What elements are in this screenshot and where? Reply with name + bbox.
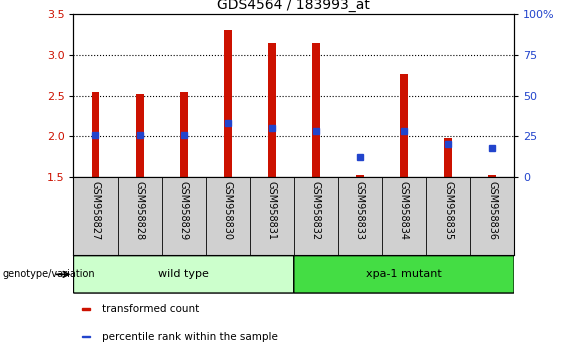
Text: genotype/variation: genotype/variation — [3, 269, 95, 279]
Text: xpa-1 mutant: xpa-1 mutant — [366, 269, 442, 279]
Text: GSM958831: GSM958831 — [267, 181, 277, 240]
Bar — [268, 43, 276, 177]
Bar — [180, 92, 188, 177]
Bar — [356, 175, 364, 177]
Bar — [82, 336, 90, 337]
Bar — [224, 30, 232, 177]
Text: GSM958829: GSM958829 — [179, 181, 189, 240]
Bar — [82, 308, 90, 310]
Bar — [488, 175, 496, 177]
Bar — [136, 94, 144, 177]
Text: GSM958827: GSM958827 — [90, 181, 101, 240]
Text: GSM958834: GSM958834 — [399, 181, 409, 240]
Text: GSM958832: GSM958832 — [311, 181, 321, 240]
Title: GDS4564 / 183993_at: GDS4564 / 183993_at — [218, 0, 370, 12]
FancyBboxPatch shape — [73, 256, 294, 293]
Text: GSM958836: GSM958836 — [487, 181, 497, 240]
Text: percentile rank within the sample: percentile rank within the sample — [102, 332, 278, 342]
Bar — [444, 138, 452, 177]
Text: GSM958835: GSM958835 — [443, 181, 453, 240]
Text: GSM958833: GSM958833 — [355, 181, 365, 240]
FancyBboxPatch shape — [294, 256, 514, 293]
Text: GSM958828: GSM958828 — [134, 181, 145, 240]
Bar — [92, 92, 99, 177]
Text: transformed count: transformed count — [102, 304, 199, 314]
Bar — [400, 74, 408, 177]
Text: GSM958830: GSM958830 — [223, 181, 233, 240]
Text: wild type: wild type — [158, 269, 209, 279]
Bar — [312, 43, 320, 177]
